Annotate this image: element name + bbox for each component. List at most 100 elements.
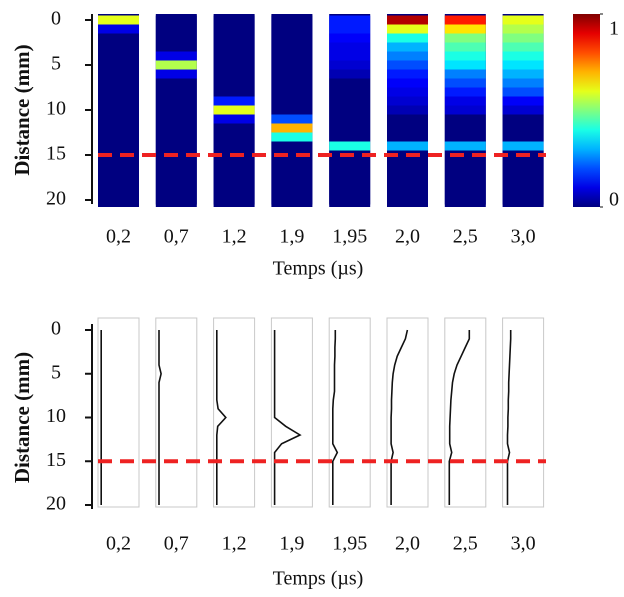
heat-cell [387,33,428,43]
heat-cell [329,141,371,151]
heat-cell [502,186,544,196]
heat-cell [213,123,255,133]
heat-cell [98,105,139,115]
heat-cell [444,78,486,88]
heat-cell [387,15,428,25]
heat-cell [213,132,255,142]
heat-cell [155,168,197,178]
heat-cell [502,132,544,142]
heat-cell [213,114,255,124]
heat-cell [155,123,197,133]
heat-cell [502,159,544,169]
x-tick-label: 0,7 [164,533,189,555]
heat-cell [444,177,486,187]
heat-cell [271,15,313,25]
heat-cell [98,132,139,142]
heat-cell [98,141,139,151]
profile-box [155,317,198,508]
y-tick-label: 10 [46,405,66,427]
profile-box [97,317,140,508]
profile-box [213,317,256,508]
heat-cell [155,105,197,115]
y-tick-label: 20 [46,188,66,210]
heat-cell [387,141,428,151]
y-tick-label: 15 [46,143,66,165]
profile-line [158,330,162,505]
heat-cell [329,33,371,43]
heat-cell [329,105,371,115]
heat-cell [444,114,486,124]
heat-cell [98,123,139,133]
x-tick-label: 1,2 [222,226,247,248]
heat-cell [444,33,486,43]
x-tick-label: 3,0 [511,533,536,555]
heat-cell [444,15,486,25]
heat-cell [98,168,139,178]
profile-line [448,330,471,505]
heat-cell [98,69,139,79]
heat-cell [329,186,371,196]
heat-cell [444,69,486,79]
profile-line [273,330,302,505]
heat-cell [387,51,428,61]
y-tick-label: 20 [46,493,66,515]
heat-cell [444,105,486,115]
heat-cell [155,51,197,61]
heat-cell [444,51,486,61]
heat-cell [155,87,197,97]
x-tick-label: 1,95 [332,226,367,248]
colorbar-tick-label: 0 [609,189,619,211]
y-tick-label: 10 [46,98,66,120]
profile-line [216,330,227,505]
x-tick-label: 1,2 [222,533,247,555]
heat-cell [502,24,544,34]
heat-cell [444,132,486,142]
x-tick-label: 2,0 [395,226,420,248]
x-tick-label: 1,9 [279,533,304,555]
heat-cell [98,15,139,25]
heat-cell [329,114,371,124]
heat-cell [271,24,313,34]
heat-cell [271,141,313,151]
heat-cell [271,132,313,142]
heat-cell [271,51,313,61]
heat-cell [329,168,371,178]
heat-cell [155,114,197,124]
heat-cell [213,60,255,70]
heat-cell [502,195,544,205]
x-tick-label: 2,0 [395,533,420,555]
heat-cell [502,60,544,70]
heat-cell [444,123,486,133]
heat-cell [502,105,544,115]
heat-cell [387,42,428,52]
profile-box [444,317,487,508]
heat-cell [271,177,313,187]
y-tick-label: 5 [51,53,61,75]
x-tick-label: 3,0 [511,226,536,248]
y-axis-label: Distance (mm) [10,44,34,175]
heat-cell [329,15,371,25]
heat-cell [213,96,255,106]
heat-cell [387,168,428,178]
heat-cell [155,186,197,196]
heat-cell [98,177,139,187]
x-tick-label: 2,5 [453,226,478,248]
heat-cell [387,24,428,34]
x-tick-label: 1,9 [279,226,304,248]
y-tick-label: 0 [51,8,61,30]
heat-cell [329,87,371,97]
heat-cell [329,78,371,88]
heat-cell [271,168,313,178]
heat-cell [502,78,544,88]
heat-cell [329,132,371,142]
y-axis-label: Distance (mm) [10,352,34,483]
heat-cell [98,114,139,124]
x-tick-label: 0,2 [106,226,131,248]
heat-cell [502,87,544,97]
heat-cell [387,177,428,187]
heat-cell [444,168,486,178]
heat-cell [271,78,313,88]
heat-cell [155,78,197,88]
heat-cell [444,42,486,52]
heat-cell [155,159,197,169]
